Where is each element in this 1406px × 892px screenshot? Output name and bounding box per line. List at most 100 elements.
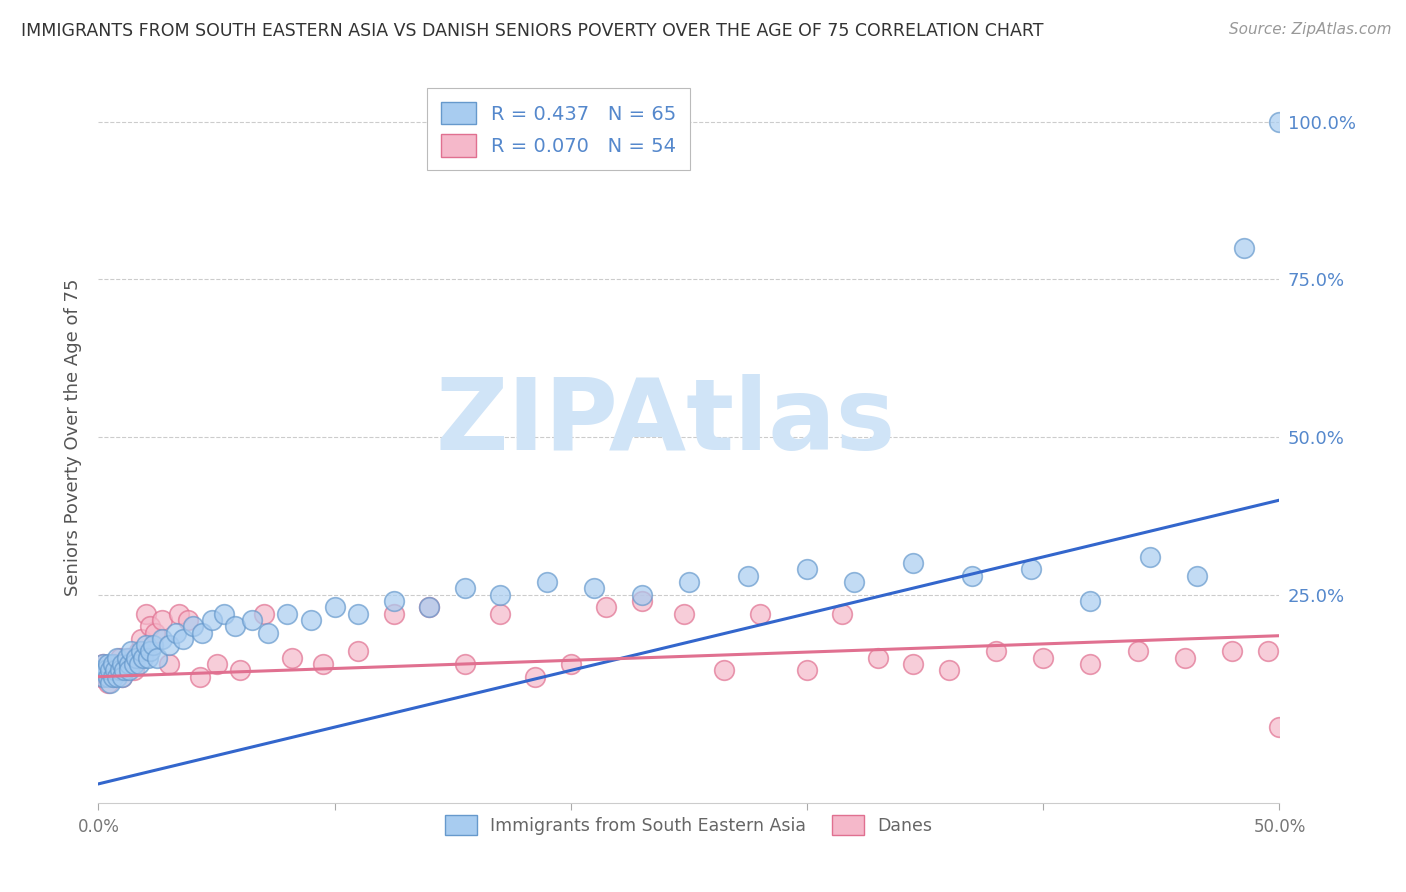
Point (94, 664, 117, 678)
Point (90, 670, 112, 684)
Point (229, 664, 252, 678)
Point (938, 664, 960, 678)
Point (128, 644, 150, 658)
Point (453, 657, 475, 671)
Point (1220, 644, 1243, 658)
Point (135, 638, 157, 652)
Point (98, 676, 121, 690)
Point (536, 575, 558, 590)
Point (831, 607, 853, 621)
Point (1080, 657, 1102, 671)
Point (90, 664, 112, 678)
Point (524, 670, 547, 684)
Point (98, 664, 121, 678)
Point (98, 664, 121, 678)
Point (150, 613, 173, 627)
Point (713, 664, 735, 678)
Point (91, 670, 114, 684)
Point (101, 670, 124, 684)
Point (104, 657, 127, 671)
Point (128, 657, 150, 671)
Point (97, 657, 120, 671)
Point (382, 607, 405, 621)
Point (257, 625, 280, 640)
Point (984, 644, 1007, 658)
Point (630, 588, 652, 602)
Point (139, 644, 162, 658)
Point (1268, 720, 1291, 734)
Legend: Immigrants from South Eastern Asia, Danes: Immigrants from South Eastern Asia, Dane… (434, 805, 943, 846)
Text: Source: ZipAtlas.com: Source: ZipAtlas.com (1229, 22, 1392, 37)
Point (167, 607, 190, 621)
Point (146, 650, 169, 665)
Point (112, 664, 135, 678)
Point (101, 670, 124, 684)
Point (118, 657, 141, 671)
Point (108, 650, 131, 665)
Point (139, 619, 162, 633)
Point (1032, 650, 1054, 665)
Point (1268, 115, 1291, 129)
Point (157, 657, 180, 671)
Point (121, 644, 143, 658)
Point (91, 657, 114, 671)
Point (122, 657, 145, 671)
Point (299, 613, 322, 627)
Point (165, 625, 187, 640)
Point (276, 607, 298, 621)
Point (177, 613, 200, 627)
Point (1139, 549, 1161, 564)
Point (125, 650, 148, 665)
Point (136, 650, 159, 665)
Point (312, 657, 335, 671)
Y-axis label: Seniors Poverty Over the Age of 75: Seniors Poverty Over the Age of 75 (63, 278, 82, 596)
Point (347, 607, 370, 621)
Point (630, 594, 652, 608)
Point (132, 650, 155, 665)
Point (253, 607, 276, 621)
Point (118, 664, 141, 678)
Point (105, 650, 128, 665)
Point (962, 569, 984, 583)
Point (115, 664, 138, 678)
Point (1233, 241, 1256, 255)
Point (191, 625, 214, 640)
Point (108, 664, 131, 678)
Point (866, 650, 889, 665)
Text: IMMIGRANTS FROM SOUTH EASTERN ASIA VS DANISH SENIORS POVERTY OVER THE AGE OF 75 : IMMIGRANTS FROM SOUTH EASTERN ASIA VS DA… (21, 22, 1043, 40)
Point (121, 657, 143, 671)
Point (903, 556, 925, 570)
Point (418, 600, 440, 615)
Point (281, 650, 304, 665)
Point (97, 670, 120, 684)
Point (105, 664, 128, 678)
Point (91, 657, 114, 671)
Point (201, 613, 224, 627)
Point (453, 582, 475, 596)
Point (188, 670, 211, 684)
Point (678, 575, 700, 590)
Point (595, 600, 617, 615)
Point (1257, 644, 1279, 658)
Point (489, 588, 512, 602)
Point (748, 607, 770, 621)
Point (111, 657, 134, 671)
Point (101, 657, 124, 671)
Point (844, 575, 866, 590)
Point (212, 607, 235, 621)
Point (489, 607, 512, 621)
Point (172, 632, 194, 646)
Point (129, 644, 152, 658)
Point (673, 607, 696, 621)
Point (1021, 562, 1043, 576)
Point (240, 613, 263, 627)
Point (150, 632, 173, 646)
Point (143, 625, 166, 640)
Point (323, 600, 346, 615)
Point (115, 650, 138, 665)
Point (1126, 644, 1149, 658)
Point (112, 657, 135, 671)
Point (560, 657, 582, 671)
Point (142, 638, 165, 652)
Point (347, 644, 370, 658)
